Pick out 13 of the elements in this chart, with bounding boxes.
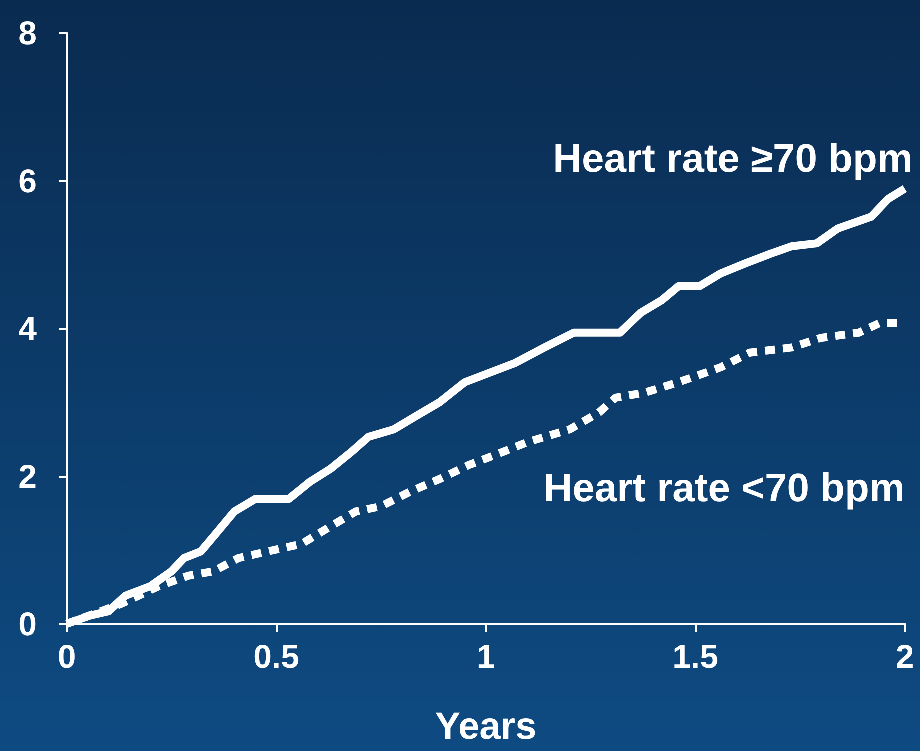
series-label: Heart rate <70 bpm — [544, 466, 905, 510]
x-tick-label: 2 — [896, 638, 914, 675]
series-label: Heart rate ≥70 bpm — [553, 136, 913, 181]
x-axis-title: Years — [435, 706, 537, 748]
x-tick-label: 0 — [58, 638, 76, 675]
y-tick-label: 4 — [18, 310, 38, 347]
y-tick-label: 2 — [18, 458, 37, 495]
x-tick-label: 0.5 — [254, 638, 300, 675]
y-tick-label: 8 — [18, 14, 37, 52]
x-tick-label: 1.5 — [672, 638, 718, 675]
x-tick-label: 1 — [476, 638, 496, 675]
y-tick-label: 6 — [18, 162, 37, 200]
y-tick-label: 0 — [18, 606, 37, 642]
